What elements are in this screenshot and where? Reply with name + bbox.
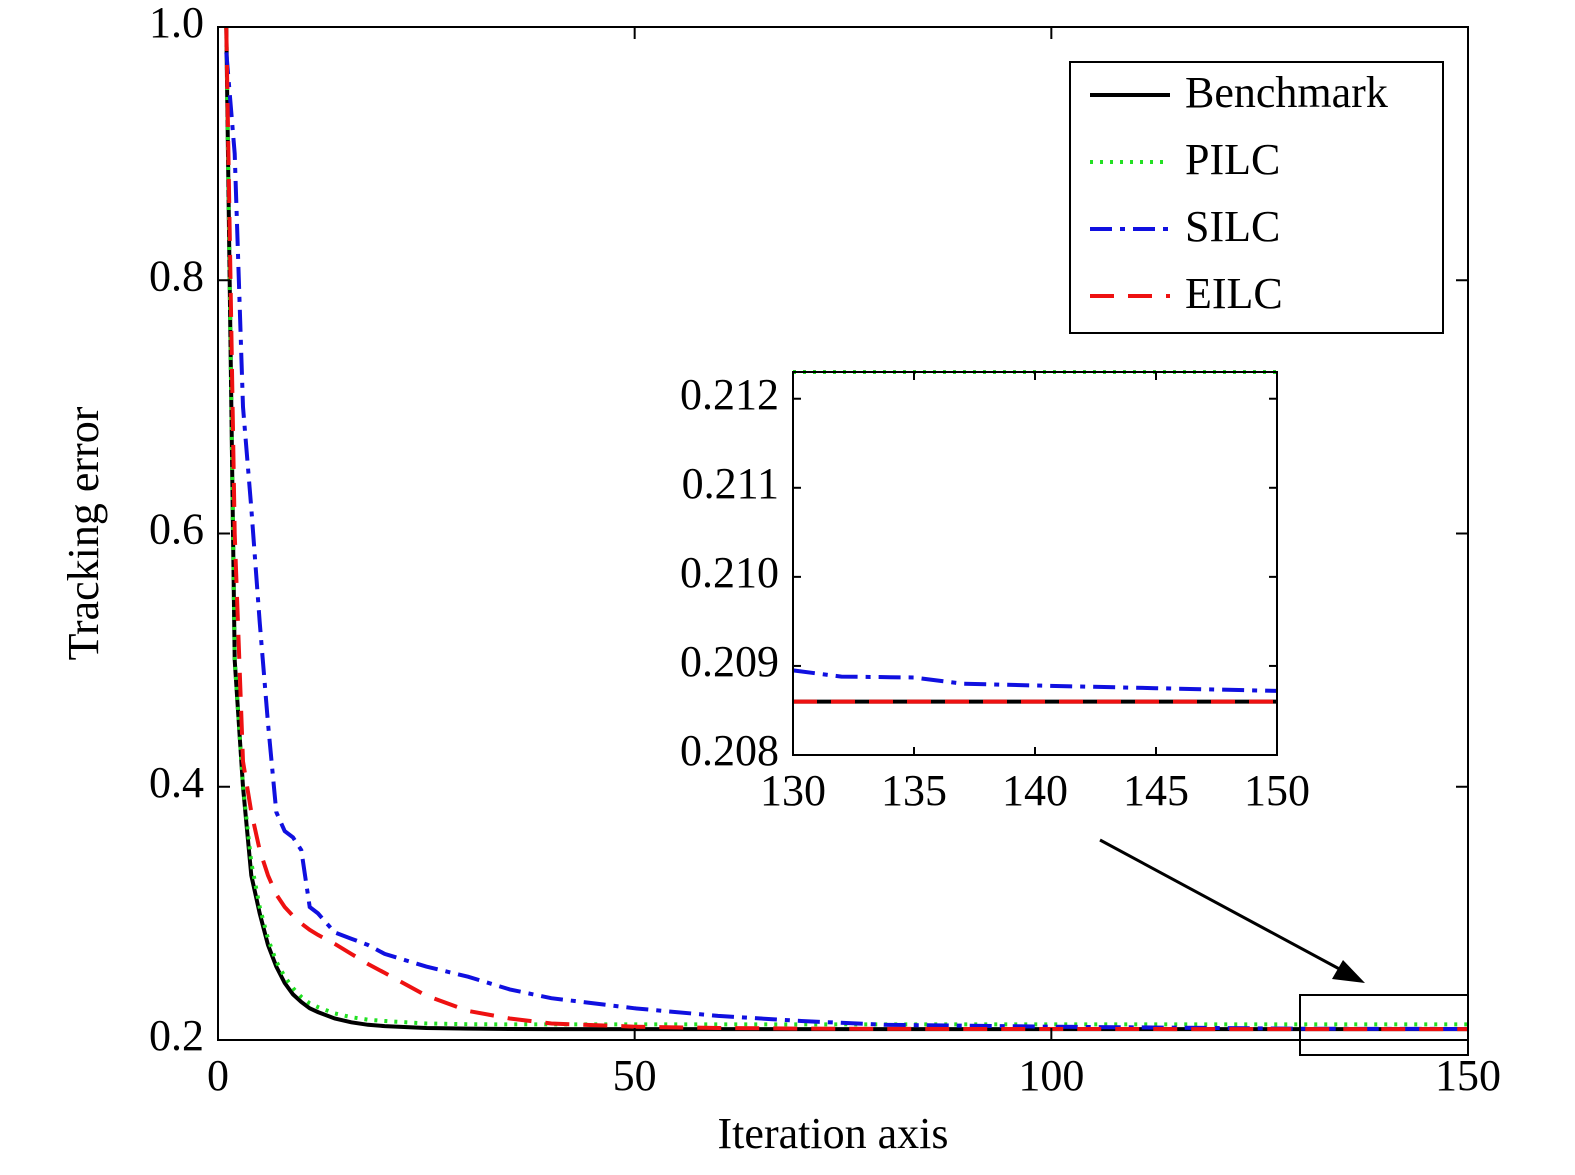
- zoom-box: [1299, 994, 1469, 1056]
- x-tick-label: 130: [760, 766, 826, 815]
- x-tick-label: 145: [1123, 766, 1189, 815]
- arrow: [1099, 838, 1346, 974]
- x-tick-label: 150: [1435, 1051, 1501, 1100]
- legend-box: [1069, 61, 1444, 334]
- y-tick-label: 0.6: [149, 505, 204, 554]
- y-tick-label: 0.2: [149, 1011, 204, 1060]
- x-tick-label: 100: [1018, 1051, 1084, 1100]
- y-axis-label: Tracking error: [59, 406, 108, 660]
- y-tick-label: 0.4: [149, 758, 204, 807]
- plot-area: [793, 372, 1277, 755]
- legend-label: EILC: [1185, 269, 1283, 318]
- y-tick-label: 0.212: [680, 370, 779, 419]
- x-axis-label: Iteration axis: [718, 1109, 949, 1158]
- y-tick-label: 0.208: [680, 726, 779, 775]
- x-tick-label: 0: [207, 1051, 229, 1100]
- legend-label: SILC: [1185, 202, 1280, 251]
- y-tick-label: 1.0: [149, 0, 204, 47]
- x-tick-label: 50: [613, 1051, 657, 1100]
- x-tick-label: 140: [1002, 766, 1068, 815]
- y-tick-label: 0.210: [680, 548, 779, 597]
- series-line: [224, 26, 1468, 1032]
- series-line: [792, 668, 1278, 693]
- arrow-head: [1332, 960, 1365, 983]
- legend-label: PILC: [1185, 135, 1280, 184]
- x-tick-label: 135: [881, 766, 947, 815]
- y-tick-label: 0.209: [680, 637, 779, 686]
- x-tick-label: 150: [1244, 766, 1310, 815]
- y-tick-label: 0.211: [682, 459, 779, 508]
- legend-label: Benchmark: [1185, 68, 1388, 117]
- y-tick-label: 0.8: [149, 251, 204, 300]
- series-line: [224, 26, 1468, 1027]
